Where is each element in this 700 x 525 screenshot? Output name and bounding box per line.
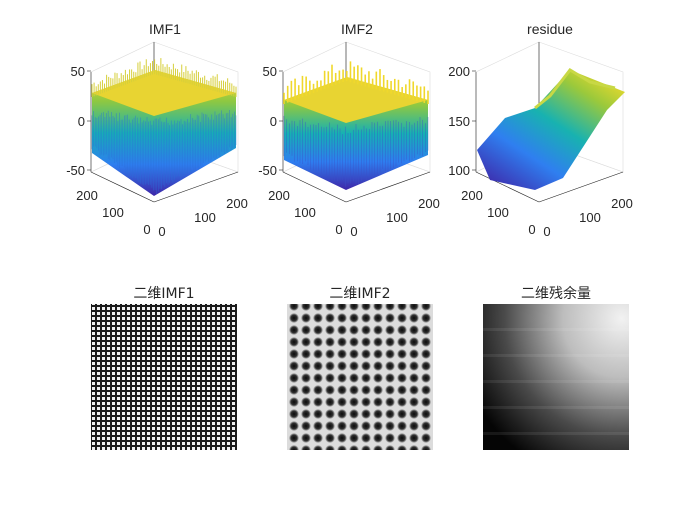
image-band (483, 432, 629, 435)
x-tick-label: 200 (611, 196, 633, 211)
x-axis-line (345, 171, 431, 203)
y-tick-label: 0 (335, 222, 342, 237)
residue-ridge (534, 68, 616, 110)
y-tick-label: 0 (143, 222, 150, 237)
image-panel-2: 二维IMF2 (287, 286, 433, 450)
y-tick-label: 100 (294, 205, 316, 220)
z-tick-label: -50 (66, 163, 85, 178)
image-band (483, 354, 629, 357)
z-tick-label: 100 (448, 163, 470, 178)
image-plot (483, 304, 629, 450)
x-tick-label: 200 (226, 196, 248, 211)
y-tick-label: 0 (528, 222, 535, 237)
x-axis-line (153, 171, 239, 203)
image-panel-1: 二维IMF1 (91, 286, 237, 450)
image-band (483, 328, 629, 331)
z-tick-label: 50 (263, 64, 277, 79)
y-tick-label: 200 (268, 188, 290, 203)
x-tick-label: 100 (194, 210, 216, 225)
surface-plot-3: residue 200 150 100 200 100 0 0 100 200 (448, 21, 633, 239)
z-tick-label: -50 (258, 163, 277, 178)
y-axis-line (282, 171, 347, 203)
z-tick-label: 0 (270, 114, 277, 129)
x-axis-line (538, 171, 624, 203)
y-axis-line (90, 171, 155, 203)
x-tick-label: 0 (543, 224, 550, 239)
image-panel-3: 二维残余量 (483, 285, 629, 450)
image-band (483, 380, 629, 383)
x-tick-label: 100 (386, 210, 408, 225)
x-tick-label: 0 (350, 224, 357, 239)
y-axis-line (475, 171, 540, 203)
surface-top (284, 77, 428, 123)
surface-title: residue (527, 21, 573, 37)
image-plot (287, 304, 433, 450)
image-title: 二维IMF2 (329, 286, 390, 302)
y-tick-label: 100 (487, 205, 509, 220)
x-tick-label: 100 (579, 210, 601, 225)
y-tick-label: 200 (461, 188, 483, 203)
image-title: 二维残余量 (521, 285, 591, 302)
z-tick-label: 150 (448, 114, 470, 129)
residue-surface (477, 70, 625, 190)
surface-title: IMF1 (149, 21, 181, 37)
z-tick-label: 0 (78, 114, 85, 129)
x-tick-label: 200 (418, 196, 440, 211)
image-band (483, 406, 629, 409)
y-tick-label: 100 (102, 205, 124, 220)
y-tick-label: 200 (76, 188, 98, 203)
image-title: 二维IMF1 (133, 286, 194, 302)
z-tick-label: 200 (448, 64, 470, 79)
x-tick-label: 0 (158, 224, 165, 239)
surface-title: IMF2 (341, 21, 373, 37)
surface-top (92, 70, 236, 116)
z-tick-label: 50 (71, 64, 85, 79)
image-plot (91, 304, 237, 450)
